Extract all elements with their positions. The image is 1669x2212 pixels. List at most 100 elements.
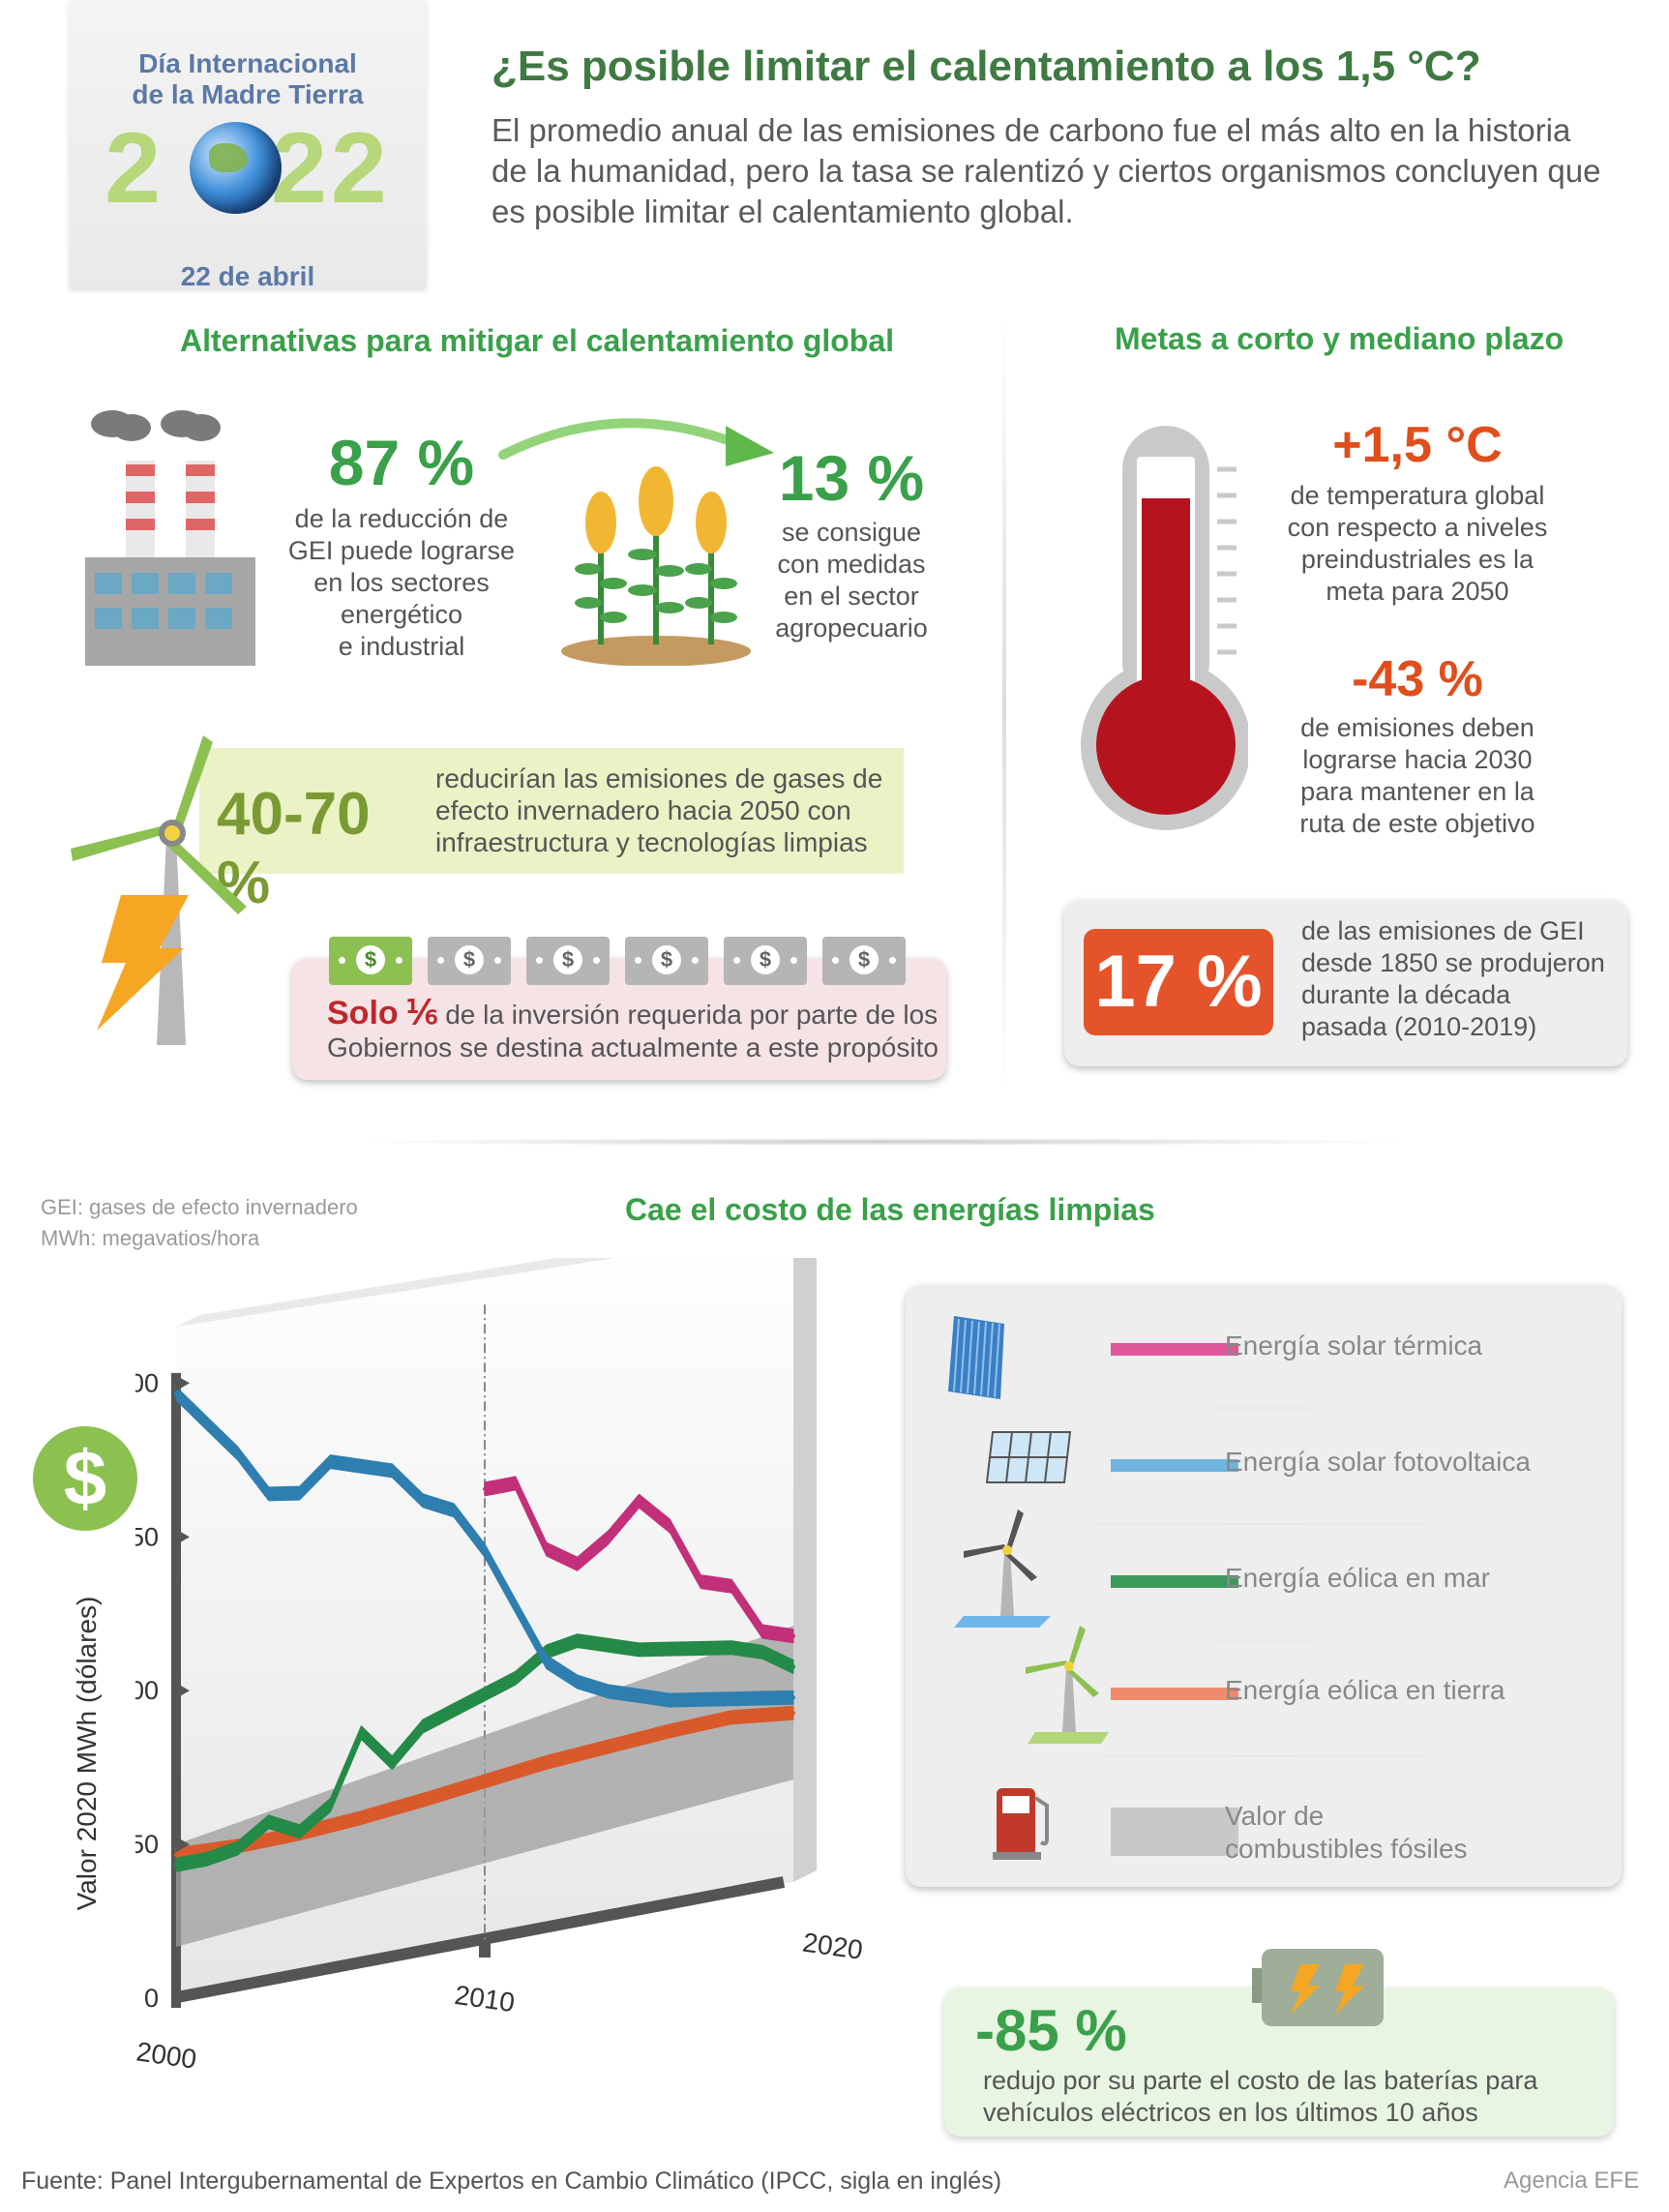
temp-goal-text: de temperatura global con respecto a niv… bbox=[1258, 480, 1577, 608]
legend-label-offshore-wind: Energía eólica en mar bbox=[1225, 1563, 1490, 1593]
stat-40-70-panel bbox=[199, 748, 904, 874]
emissions-goal-line: para mantener en la bbox=[1300, 777, 1535, 806]
data-point bbox=[791, 1695, 795, 1700]
credit: Agencia EFE bbox=[1504, 2167, 1640, 2194]
dollar-bill-icon: $ bbox=[329, 937, 412, 985]
crops-icon bbox=[561, 466, 751, 666]
badge-date: 22 de abril bbox=[180, 261, 315, 291]
y-tick-label: 300 bbox=[135, 1676, 159, 1705]
curved-arrow-icon bbox=[498, 418, 774, 466]
data-point bbox=[513, 1480, 518, 1485]
data-point bbox=[359, 1730, 364, 1735]
data-point bbox=[606, 1643, 611, 1648]
investment-line2: Gobiernos se destina actualmente a este … bbox=[327, 1032, 939, 1062]
data-point bbox=[575, 1562, 580, 1567]
note-mwh: MWh: megavatios/hora bbox=[41, 1226, 260, 1250]
battery-value: -85 % bbox=[975, 1998, 1127, 2063]
stat-40-70-line: infraestructura y tecnologías limpias bbox=[435, 827, 868, 857]
stat-87-text: de la reducción de GEI puede lograrse en… bbox=[261, 503, 542, 663]
legend-line-onshore-wind bbox=[1111, 1688, 1238, 1700]
data-point bbox=[606, 1536, 611, 1540]
temp-goal-line: meta para 2050 bbox=[1326, 577, 1509, 606]
data-point bbox=[791, 1633, 795, 1638]
legend-label-onshore-wind: Energía eólica en tierra bbox=[1225, 1675, 1505, 1705]
data-point bbox=[544, 1760, 549, 1765]
series-energ-a-solar-fotovoltaica bbox=[175, 1386, 794, 1708]
data-point bbox=[297, 1491, 302, 1496]
stat-87-line: en los sectores bbox=[313, 568, 490, 597]
dollar-bill-icon: $ bbox=[822, 937, 906, 985]
stat-13-line: se consigue bbox=[781, 518, 922, 547]
data-point bbox=[730, 1645, 734, 1650]
cost-line-chart: 0 150 300 450 600 2000 2010 2020 bbox=[135, 1258, 865, 2075]
year-right-digits: 22 bbox=[271, 112, 391, 224]
legend-line-solar-pv bbox=[1111, 1459, 1238, 1472]
data-point bbox=[606, 1745, 611, 1749]
emissions-goal-text: de emisiones deben lograrse hacia 2030 p… bbox=[1258, 712, 1577, 840]
legend-separator bbox=[906, 1523, 1622, 1525]
data-point bbox=[575, 1680, 580, 1685]
series-energ-a-solar-t-rmica bbox=[484, 1476, 794, 1644]
decade-line: de las emisiones de GEI bbox=[1301, 916, 1585, 945]
data-point bbox=[359, 1815, 364, 1820]
data-point bbox=[235, 1451, 240, 1456]
legend-separator bbox=[906, 1755, 1622, 1757]
data-point bbox=[483, 1548, 487, 1553]
x-tick-mark bbox=[479, 1940, 491, 1958]
data-point bbox=[637, 1693, 641, 1698]
data-point bbox=[452, 1508, 457, 1512]
y-tick-label: 450 bbox=[135, 1522, 159, 1551]
legend-line-offshore-wind bbox=[1111, 1575, 1238, 1588]
data-point bbox=[606, 1689, 611, 1693]
badge-title-line2: de la Madre Tierra bbox=[132, 79, 364, 109]
y-tick-mark bbox=[176, 1837, 190, 1853]
battery-line: redujo por su parte el costo de las bate… bbox=[983, 2066, 1538, 2095]
decade-line: durante la década bbox=[1301, 980, 1511, 1009]
stat-87-line: e industrial bbox=[338, 632, 465, 661]
data-point bbox=[637, 1499, 641, 1504]
data-point bbox=[328, 1459, 333, 1464]
fuel-pump-icon bbox=[993, 1788, 1049, 1860]
dollar-bill-icon: $ bbox=[724, 937, 807, 985]
page-title: ¿Es posible limitar el calentamiento a l… bbox=[492, 43, 1481, 90]
data-point bbox=[513, 1676, 518, 1681]
stat-87-line: GEI puede lograrse bbox=[287, 536, 516, 565]
data-point bbox=[174, 1852, 178, 1857]
legend-separator bbox=[906, 1639, 1622, 1641]
y-tick-label: 600 bbox=[135, 1368, 159, 1397]
stat-40-70-line: reducirían las emisiones de gases de bbox=[435, 763, 883, 793]
data-point bbox=[421, 1723, 426, 1728]
stat-40-70-line: efecto invernadero hacia 2050 con bbox=[435, 795, 851, 825]
badge-title-line1: Día Internacional bbox=[138, 48, 357, 78]
y-tick-mark bbox=[176, 1529, 190, 1545]
factory-icon bbox=[85, 410, 255, 666]
legend-label-fossil-line1: Valor de bbox=[1225, 1801, 1325, 1831]
data-point bbox=[730, 1715, 734, 1719]
dollar-coin-icon: $ bbox=[33, 1426, 137, 1531]
stat-87-line: de la reducción de bbox=[294, 504, 509, 533]
stat-13-line: agropecuario bbox=[775, 613, 928, 643]
data-point bbox=[328, 1803, 333, 1808]
data-point bbox=[668, 1524, 672, 1529]
source-note: Fuente: Panel Intergubernamental de Expe… bbox=[21, 2167, 1002, 2195]
offshore-wind-turbine-icon bbox=[954, 1510, 1051, 1628]
data-point bbox=[204, 1857, 209, 1862]
data-point bbox=[544, 1547, 549, 1552]
battery-line: vehículos eléctricos en los últimos 10 a… bbox=[983, 2098, 1478, 2127]
data-point bbox=[699, 1697, 703, 1702]
emissions-goal-line: lograrse hacia 2030 bbox=[1302, 745, 1533, 774]
stat-13-text: se consigue con medidas en el sector agr… bbox=[745, 517, 958, 644]
series-energ-a-e-lica-en-tierra bbox=[175, 1705, 794, 1863]
goals-title: Metas a corto y mediano plazo bbox=[1115, 321, 1565, 356]
data-point bbox=[699, 1646, 703, 1651]
solar-panel-icon bbox=[985, 1431, 1072, 1483]
section-divider bbox=[1002, 319, 1006, 1093]
data-point bbox=[174, 1863, 178, 1868]
data-point bbox=[390, 1468, 395, 1473]
data-point bbox=[483, 1691, 487, 1696]
data-point bbox=[544, 1659, 549, 1664]
chart-right-frame bbox=[793, 1258, 817, 1882]
chart-ylabel: Valor 2020 MWh (dólares) bbox=[72, 1596, 102, 1911]
x-tick-label: 2020 bbox=[801, 1928, 865, 1965]
dollar-bill-icon: $ bbox=[428, 937, 511, 985]
